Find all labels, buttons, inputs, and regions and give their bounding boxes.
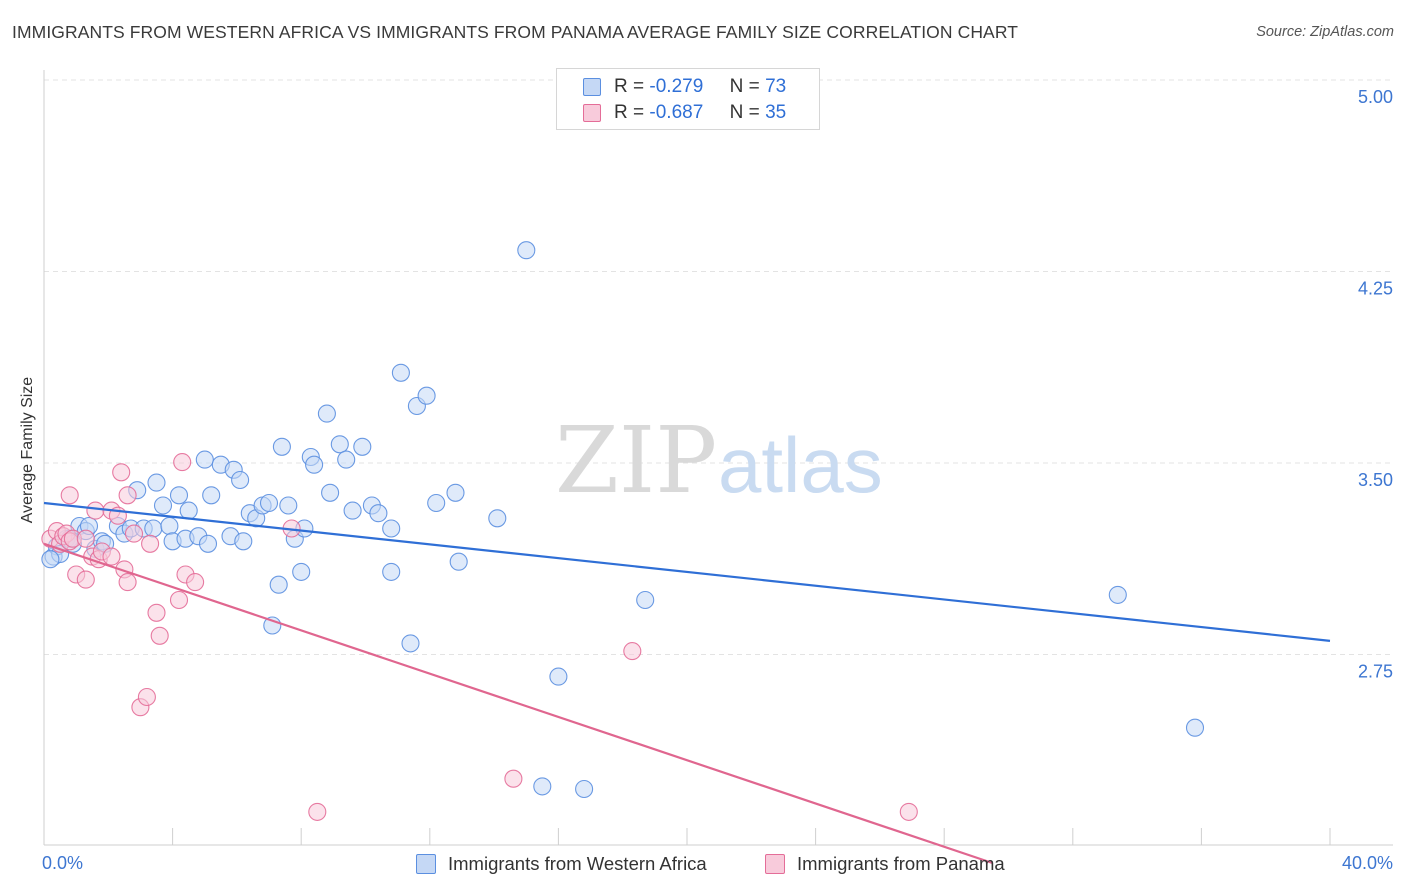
data-point	[76, 529, 95, 548]
data-point	[234, 532, 253, 551]
data-point	[401, 634, 420, 653]
grid-lines	[44, 79, 1393, 655]
correlation-legend: R = -0.279 N = 73 R = -0.687 N = 35	[556, 68, 820, 130]
trend-line-panama	[43, 542, 993, 865]
data-point	[382, 519, 401, 538]
data-point	[343, 501, 362, 520]
data-point	[195, 450, 214, 469]
legend-swatch-pink	[583, 104, 601, 122]
data-point	[150, 626, 169, 645]
data-point	[369, 504, 388, 523]
data-point	[259, 493, 279, 513]
data-point	[186, 573, 205, 592]
watermark: ZIP atlas	[555, 407, 883, 514]
data-point	[272, 437, 291, 456]
bottom-legend-swatch-blue	[416, 854, 436, 874]
data-point	[169, 590, 189, 610]
x-tick-labels: 0.0% 40.0%	[42, 853, 1393, 873]
data-point	[147, 603, 166, 622]
data-point	[147, 473, 166, 492]
data-point	[427, 493, 446, 513]
data-point	[76, 570, 95, 589]
bottom-legend-swatch-pink	[765, 854, 785, 874]
data-point	[575, 779, 594, 799]
data-point	[137, 687, 156, 707]
data-point	[488, 509, 507, 528]
data-point	[153, 496, 173, 515]
data-point	[549, 667, 568, 686]
axes	[43, 70, 1393, 846]
data-point	[118, 573, 137, 592]
data-point	[231, 470, 250, 490]
y-axis-label: Average Family Size	[19, 376, 36, 524]
data-point	[308, 802, 327, 821]
data-point	[279, 496, 298, 515]
data-point	[173, 453, 192, 472]
legend-n-label: N =	[729, 76, 760, 97]
legend-r-value: -0.279	[649, 76, 704, 97]
data-point	[899, 802, 918, 821]
legend-r-label: R =	[614, 102, 645, 123]
data-point	[317, 404, 336, 423]
x-tick-label: 40.0%	[1342, 853, 1393, 873]
data-point	[198, 534, 218, 553]
trend-lines	[43, 501, 1331, 865]
data-point	[102, 547, 121, 566]
data-point	[124, 524, 144, 543]
watermark-atlas: atlas	[718, 421, 883, 509]
legend-r-value: -0.687	[649, 102, 704, 123]
y-tick-label: 5.00	[1358, 87, 1393, 107]
data-point	[337, 450, 356, 469]
data-point	[169, 486, 189, 505]
data-point	[623, 642, 642, 661]
data-point	[141, 534, 160, 553]
legend-n-value: 35	[765, 102, 787, 123]
data-point	[321, 483, 340, 502]
data-point	[636, 590, 655, 610]
data-point	[504, 769, 523, 788]
bottom-legend-label: Immigrants from Western Africa	[448, 853, 707, 874]
data-point	[1185, 718, 1205, 737]
data-point	[202, 486, 221, 505]
data-point	[382, 562, 401, 581]
y-tick-labels: 2.75 3.50 4.25 5.00	[1358, 87, 1393, 682]
legend-n-label: N =	[729, 102, 760, 123]
data-point	[179, 501, 198, 520]
source-label: Source: ZipAtlas.com	[1256, 24, 1394, 40]
series-western-africa-points	[41, 241, 1205, 799]
data-point	[517, 241, 536, 260]
data-point	[330, 435, 349, 454]
y-axis-label-wrap: Average Family Size	[14, 300, 42, 600]
data-point	[391, 363, 410, 382]
chart-title: IMMIGRANTS FROM WESTERN AFRICA VS IMMIGR…	[12, 22, 1019, 42]
x-tick-label: 0.0%	[42, 853, 83, 873]
data-point	[144, 519, 163, 538]
data-point	[446, 483, 465, 502]
trend-line-western-africa	[43, 501, 1331, 642]
legend-n-value: 73	[765, 76, 787, 97]
data-point	[41, 550, 60, 569]
data-point	[449, 552, 468, 571]
data-point	[305, 455, 324, 474]
data-point	[292, 562, 311, 581]
data-point	[86, 501, 105, 520]
watermark-zip: ZIP	[555, 407, 717, 514]
data-point	[1108, 585, 1127, 604]
data-point	[60, 486, 79, 505]
data-point	[353, 437, 372, 456]
data-point	[160, 516, 179, 536]
data-point	[118, 486, 137, 505]
y-tick-label: 3.50	[1358, 470, 1393, 490]
y-tick-label: 2.75	[1358, 662, 1393, 682]
data-point	[417, 386, 436, 405]
data-point	[533, 777, 552, 796]
legend-r-label: R =	[614, 76, 645, 97]
data-point	[269, 575, 288, 594]
data-point	[112, 463, 131, 482]
legend-swatch-blue	[583, 78, 601, 96]
y-tick-label: 4.25	[1358, 279, 1393, 299]
bottom-legend-label: Immigrants from Panama	[797, 853, 1005, 874]
